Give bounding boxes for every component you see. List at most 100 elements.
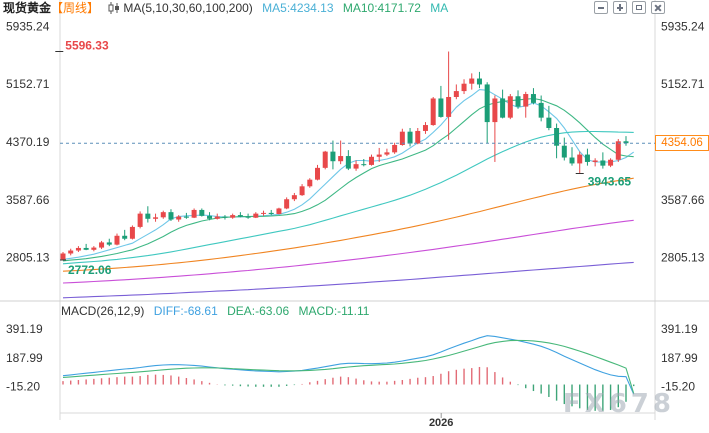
candle-body xyxy=(145,213,151,219)
candle-body xyxy=(176,216,182,220)
candle-body xyxy=(569,157,575,164)
candle-body xyxy=(484,84,490,123)
candle xyxy=(330,140,336,170)
candle-body xyxy=(523,94,529,107)
price-axis-label-right: 5152.71 xyxy=(661,77,705,91)
candle-body xyxy=(60,253,66,260)
ma-more-value: MA xyxy=(430,1,449,15)
ma10-value: MA10:4171.72 xyxy=(342,1,421,15)
candle-body xyxy=(261,212,267,214)
candle-body xyxy=(68,250,74,254)
candle-body xyxy=(307,179,313,187)
candle xyxy=(160,210,166,219)
minimize-icon[interactable] xyxy=(594,1,608,14)
candle-body xyxy=(515,96,521,107)
candle-body xyxy=(284,199,290,209)
price-axis-label-right: 3587.66 xyxy=(661,193,705,207)
candle-body xyxy=(453,91,459,97)
candle-body xyxy=(469,78,475,84)
candle xyxy=(422,122,428,134)
candle-body xyxy=(276,208,282,214)
candle xyxy=(276,207,282,215)
macd-axis-label-left: 391.19 xyxy=(6,322,43,336)
candle-body xyxy=(106,242,112,245)
candle-body xyxy=(430,98,436,126)
candle xyxy=(438,85,444,118)
macd-diff-line xyxy=(62,335,635,395)
candle-body xyxy=(99,242,105,248)
candle xyxy=(446,51,452,140)
candle-body xyxy=(492,98,498,123)
candle-body xyxy=(268,212,274,214)
candle xyxy=(176,215,182,222)
candle xyxy=(476,71,482,89)
dea-value: DEA:-63.06 xyxy=(227,304,290,318)
macd-axis-label-right: -15.20 xyxy=(661,380,695,394)
candle xyxy=(91,246,97,252)
candle xyxy=(469,73,475,90)
candle-body xyxy=(237,215,243,217)
candle-body xyxy=(530,94,536,103)
year-label: 2026 xyxy=(429,417,453,429)
candle xyxy=(615,139,621,162)
candle xyxy=(523,91,529,118)
macd-value: MACD:-11.11 xyxy=(298,304,370,318)
candle-body xyxy=(168,212,174,220)
candle-body xyxy=(191,209,197,218)
candle-body xyxy=(338,156,344,162)
close-icon[interactable] xyxy=(651,1,665,14)
start-low-label: 2772.06 xyxy=(68,263,112,277)
ma-line-ma200 xyxy=(62,261,634,299)
macd-dea-line xyxy=(62,339,635,394)
candle-body xyxy=(392,144,398,153)
candle-body xyxy=(608,159,614,166)
zoom-in-icon[interactable] xyxy=(613,1,627,14)
candle-body xyxy=(230,215,236,218)
ma-params-label[interactable]: MA(5,10,30,60,100,200) xyxy=(123,1,253,15)
candle-body xyxy=(91,247,97,250)
macd-legend: MACD(26,12,9) DIFF:-68.61 DEA:-63.06 MAC… xyxy=(61,304,375,318)
candlestick-icon[interactable] xyxy=(108,2,120,14)
candle-body xyxy=(600,160,606,166)
candle xyxy=(392,142,398,154)
candle-body xyxy=(507,96,513,118)
candle-body xyxy=(361,164,367,166)
candle-body xyxy=(322,151,328,168)
candle xyxy=(384,148,390,157)
price-legend: 现货黄金【周线】 MA(5,10,30,60,100,200) MA5:4234… xyxy=(3,1,454,15)
candle xyxy=(168,209,174,222)
candle-body xyxy=(291,195,297,200)
candle-body xyxy=(122,235,128,239)
price-axis-label-left: 5152.71 xyxy=(6,77,50,91)
candle-body xyxy=(199,209,205,216)
candle xyxy=(415,127,421,145)
candle-body xyxy=(153,217,159,219)
candle-body xyxy=(592,160,598,162)
restore-icon[interactable] xyxy=(632,1,646,14)
candle xyxy=(253,212,259,219)
candle xyxy=(207,212,213,221)
candle-body xyxy=(615,141,621,160)
candle xyxy=(199,208,205,217)
candle xyxy=(214,213,220,220)
candle xyxy=(83,243,89,251)
candle-body xyxy=(183,216,189,218)
candle-body xyxy=(299,186,305,196)
period-label[interactable]: 【周线】 xyxy=(51,1,100,15)
candle xyxy=(315,164,321,181)
price-axis-label-left: 5935.24 xyxy=(6,19,50,33)
price-axis-label-left: 4370.19 xyxy=(6,135,50,149)
candle-body xyxy=(222,216,228,218)
candle-body xyxy=(476,78,482,85)
candle xyxy=(99,240,105,250)
candle xyxy=(546,105,552,131)
candle-body xyxy=(554,127,560,146)
candle xyxy=(592,158,598,167)
macd-params-label[interactable]: MACD(26,12,9) xyxy=(61,304,145,318)
candle xyxy=(261,210,267,216)
candle xyxy=(561,137,567,161)
candle xyxy=(268,209,274,216)
candle xyxy=(554,123,560,159)
